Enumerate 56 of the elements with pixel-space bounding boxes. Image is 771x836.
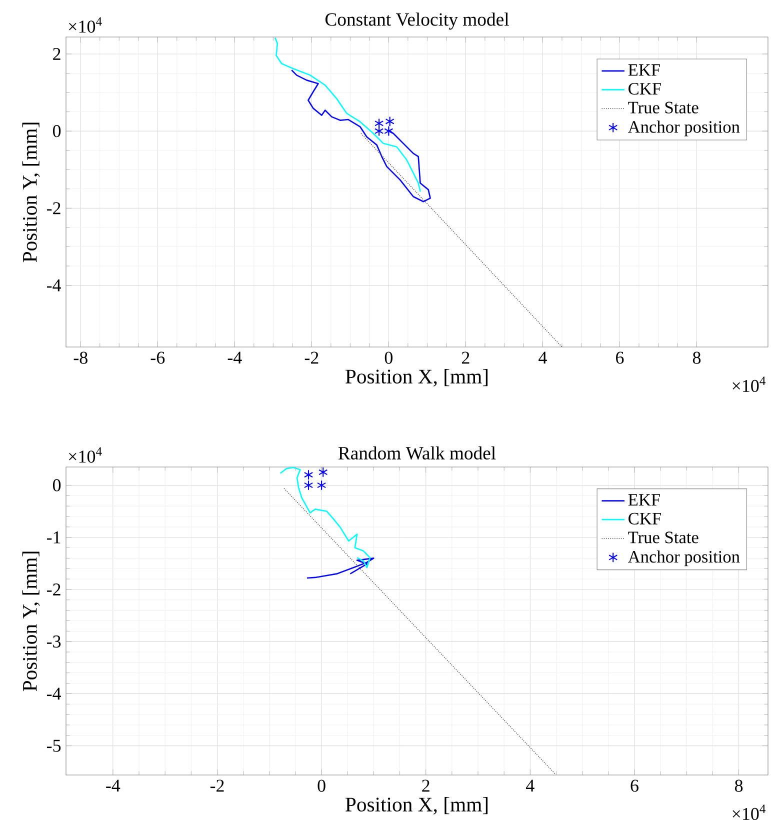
legend-label: Anchor position [628, 550, 740, 566]
line-series [274, 37, 421, 192]
text: ×10$^{4}$ [69, 17, 102, 33]
point [304, 480, 314, 490]
legend-label: EKF [628, 64, 660, 76]
x-axis-title: Position X, [mm] [346, 369, 488, 387]
y-tick-label: -1 [46, 531, 60, 544]
x-tick-label: 6 [630, 780, 638, 792]
text: ×10$^{4}$ [69, 447, 102, 463]
y-tick-label: -3 [46, 636, 61, 648]
y-tick-label: -2 [46, 584, 60, 596]
x-tick-label: 4 [538, 352, 547, 364]
x-tick-label: -8 [74, 352, 88, 364]
x-tick-label: -4 [228, 352, 242, 364]
x-tick-label: 8 [734, 780, 743, 792]
x-tick-label: 8 [692, 352, 701, 364]
line-series [306, 558, 374, 579]
y-tick-label: -5 [46, 740, 61, 752]
x-tick-label: 0 [384, 352, 393, 364]
x-tick-label: 4 [526, 780, 534, 792]
y-tick-label: -4 [46, 688, 62, 700]
chart-title: Random Walk model [338, 446, 496, 460]
y-tick-label: 2 [53, 48, 60, 60]
x-tick-label: -2 [304, 352, 318, 364]
y-axis-title: Position Y, [mm] [22, 122, 40, 262]
y-tick-label: -2 [46, 202, 60, 214]
y-axis-title: Position Y, [mm] [22, 552, 40, 692]
point [374, 118, 384, 129]
x-tick-label: -2 [210, 780, 224, 792]
x-tick-label: 6 [616, 352, 624, 364]
text: ×10$^{4}$ [732, 804, 766, 820]
line-series [290, 69, 431, 202]
point [384, 126, 394, 136]
point [316, 480, 326, 490]
chart-title: Constant Velocity model [325, 12, 509, 30]
point [304, 470, 314, 480]
x-tick-label: 0 [318, 780, 326, 792]
legend-label: CKF [628, 512, 661, 524]
text: ×10$^{4}$ [732, 376, 766, 392]
legend-label: CKF [628, 82, 661, 95]
legend-label: EKF [628, 494, 660, 506]
y-tick-label: 0 [52, 124, 61, 138]
x-axis-title: Position X, [mm] [346, 797, 488, 815]
point [385, 116, 394, 127]
point [318, 467, 328, 478]
x-tick-label: 2 [422, 780, 430, 792]
line-series [280, 466, 371, 568]
x-tick-label: -6 [150, 352, 165, 364]
y-tick-label: -4 [46, 279, 62, 292]
legend-label: Anchor position [628, 120, 740, 136]
point [374, 126, 384, 136]
x-tick-label: 2 [462, 352, 470, 364]
y-tick-label: 0 [52, 479, 61, 492]
legend-label: True State [628, 102, 698, 114]
legend-label: True State [628, 532, 698, 544]
x-tick-label: -4 [106, 780, 120, 792]
